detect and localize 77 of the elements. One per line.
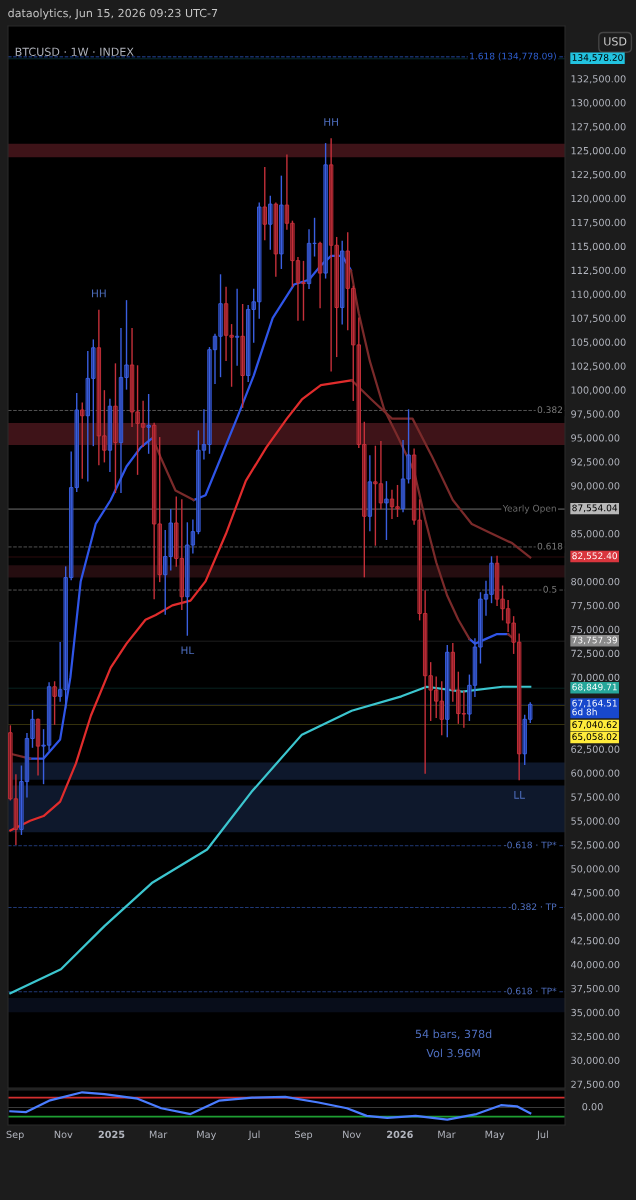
ref-line-label: 1.618 (134,778.09) bbox=[470, 52, 556, 61]
annotation: 0.5 bbox=[543, 585, 557, 593]
text: BTCUSD · 1W · INDEX bbox=[15, 47, 134, 56]
y-tick-label: 32,500.00 bbox=[571, 1032, 620, 1042]
x-tick-label: Mar bbox=[149, 1130, 168, 1139]
y-tick-label: 97,500.00 bbox=[571, 410, 620, 419]
ref-line-label: 67,164.51 6d 8h bbox=[572, 699, 617, 716]
annotation: Vol 3.96M bbox=[426, 1048, 480, 1058]
x-tick-label: 2025 bbox=[98, 1130, 125, 1139]
y-tick-label: 35,000.00 bbox=[571, 1008, 620, 1018]
y-tick-label: 40,000.00 bbox=[571, 960, 620, 970]
annotation: HH bbox=[324, 118, 338, 126]
y-tick-label: 47,500.00 bbox=[571, 889, 620, 898]
y-tick-label: 115,000.00 bbox=[571, 242, 626, 252]
y-tick-label: 52,500.00 bbox=[571, 841, 620, 850]
y-tick-label: 90,000.00 bbox=[571, 482, 620, 491]
y-tick-label: 50,000.00 bbox=[571, 865, 620, 874]
y-tick-label: 45,000.00 bbox=[571, 913, 620, 922]
y-tick-label: 100,000.00 bbox=[571, 386, 626, 395]
y-tick-label: 120,000.00 bbox=[571, 194, 626, 204]
ref-line-label: 73,757.39 bbox=[572, 636, 617, 645]
ref-line-label: 82,552.40 bbox=[572, 552, 618, 561]
ref-line-label: 134,578.20 bbox=[572, 54, 623, 62]
ref-line-label: -0.618 · TP* bbox=[503, 841, 557, 849]
y-tick-label: 57,500.00 bbox=[571, 793, 620, 802]
y-tick-label: 62,500.00 bbox=[571, 745, 620, 754]
y-tick-label: 42,500.00 bbox=[571, 937, 620, 946]
y-tick-label: 72,500.00 bbox=[571, 649, 620, 659]
x-tick-label: Nov bbox=[54, 1130, 73, 1139]
ref-line-label: -0.382 · TP bbox=[508, 903, 557, 911]
annotation: 0.382 bbox=[537, 406, 563, 414]
y-tick-label: 70,000.00 bbox=[571, 673, 620, 683]
y-tick-label: 110,000.00 bbox=[571, 290, 626, 299]
ref-line-label: 65,058.02 bbox=[572, 733, 617, 741]
y-tick-label: 75,000.00 bbox=[571, 625, 620, 635]
annotation: 0.618 bbox=[537, 542, 563, 550]
annotation: HH bbox=[92, 289, 106, 298]
x-tick-label: Sep bbox=[6, 1130, 24, 1140]
ref-line-label: 87,554.04 bbox=[572, 504, 618, 513]
x-tick-label: Jul bbox=[248, 1130, 260, 1140]
y-axis-title: USD bbox=[604, 37, 627, 46]
annotation: LL bbox=[514, 791, 525, 799]
y-tick-label: 27,500.00 bbox=[571, 1080, 620, 1089]
y-tick-label: 112,500.00 bbox=[571, 266, 626, 276]
x-tick-label: Nov bbox=[343, 1130, 361, 1139]
ref-line-label: Yearly Open bbox=[502, 504, 556, 514]
x-tick-label: Jul bbox=[536, 1130, 548, 1140]
y-tick-label: 122,500.00 bbox=[571, 170, 626, 180]
annotation: 54 bars, 378d bbox=[415, 1029, 492, 1040]
y-tick-label: 132,500.00 bbox=[571, 75, 626, 84]
y-tick-label: 95,000.00 bbox=[571, 434, 620, 443]
y-tick-label: 105,000.00 bbox=[571, 338, 626, 347]
chart-subtitle: dataolytics, Jun 15, 2026 09:23 UTC-7 bbox=[8, 8, 218, 20]
y-tick-label: 92,500.00 bbox=[571, 458, 620, 467]
y-tick-label: 117,500.00 bbox=[571, 218, 626, 228]
y-tick-label: 37,500.00 bbox=[571, 984, 620, 994]
annotation: HL bbox=[181, 646, 195, 655]
ref-line-label: 67,040.62 bbox=[572, 721, 617, 729]
y-tick-label: 60,000.00 bbox=[571, 769, 620, 778]
y-tick-label: 77,500.00 bbox=[571, 601, 620, 611]
text: 0.00 bbox=[582, 1102, 603, 1111]
y-tick-label: 107,500.00 bbox=[571, 314, 626, 323]
x-tick-label: May bbox=[485, 1130, 505, 1140]
y-tick-label: 30,000.00 bbox=[571, 1056, 620, 1066]
x-tick-label: 2026 bbox=[387, 1130, 413, 1139]
y-tick-label: 85,000.00 bbox=[571, 530, 620, 539]
y-tick-label: 127,500.00 bbox=[571, 123, 626, 132]
x-tick-label: Mar bbox=[438, 1130, 456, 1139]
ref-line-label: 68,849.71 bbox=[572, 683, 617, 692]
y-tick-label: 80,000.00 bbox=[571, 577, 620, 587]
x-tick-label: Sep bbox=[294, 1130, 313, 1140]
y-tick-label: 125,000.00 bbox=[571, 146, 626, 156]
y-tick-label: 102,500.00 bbox=[571, 362, 626, 371]
ref-line-label: -0.618 · TP* bbox=[503, 987, 557, 995]
x-tick-label: May bbox=[197, 1130, 217, 1140]
y-tick-label: 130,000.00 bbox=[571, 99, 626, 108]
y-tick-label: 55,000.00 bbox=[571, 817, 620, 826]
